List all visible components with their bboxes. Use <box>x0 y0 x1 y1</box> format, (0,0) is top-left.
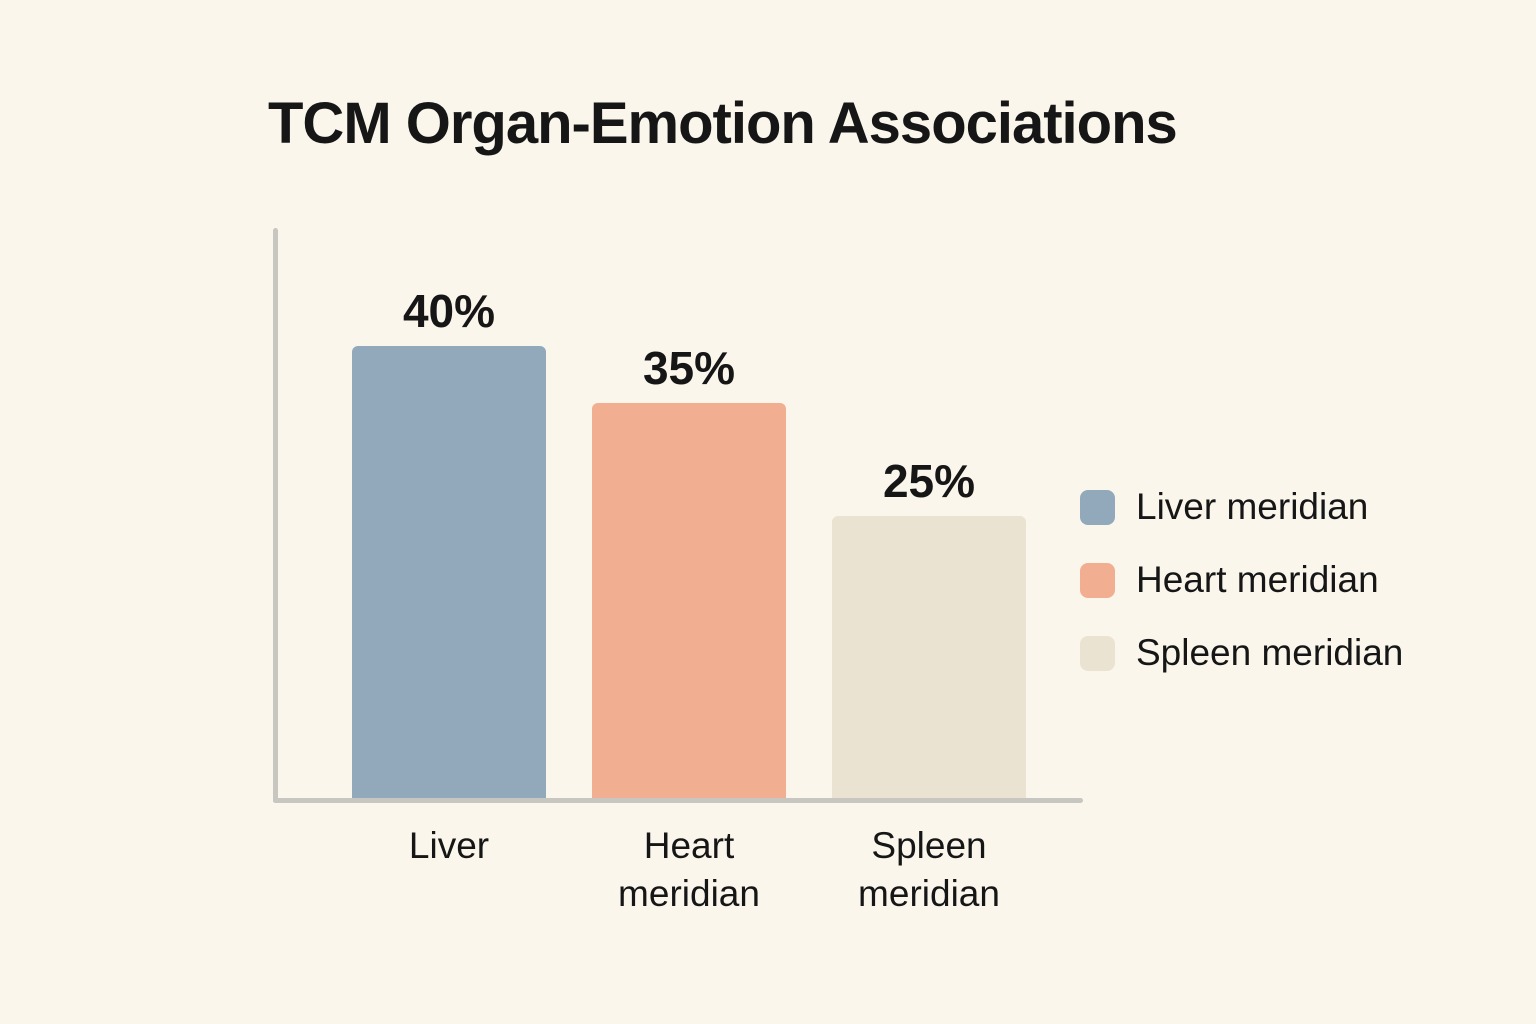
x-axis-label-spleen-meridian: Spleen meridian <box>858 825 1000 915</box>
x-axis-label-liver: Liver <box>408 825 490 866</box>
legend: Liver meridian Heart meridian Spleen merid… <box>1080 486 1403 674</box>
x-axis-line <box>273 798 1083 803</box>
bar-spleen-meridian <box>832 516 1026 800</box>
legend-swatch-icon <box>1080 562 1115 598</box>
legend-label: Liver meridian <box>1136 486 1369 527</box>
bar-liver <box>352 346 546 800</box>
legend-label: Spleen meridian <box>1136 632 1404 673</box>
bar-value-label-heart-meridian: 35% <box>642 342 736 394</box>
chart-title: TCM Organ-Emotion Associations <box>268 91 1178 156</box>
legend-row-liver-meridian: Liver meridian <box>1080 486 1403 528</box>
y-axis-line <box>273 228 278 803</box>
x-axis-label-heart-meridian: Heart meridian <box>618 825 760 915</box>
legend-swatch-icon <box>1080 635 1115 671</box>
bar-value-label-liver: 40% <box>402 285 496 337</box>
legend-row-heart-meridian: Heart meridian <box>1080 559 1403 601</box>
bar-heart-meridian <box>592 403 786 800</box>
bar-value-label-spleen-meridian: 25% <box>882 455 976 507</box>
legend-row-spleen-meridian: Spleen meridian <box>1080 632 1403 674</box>
legend-label: Heart meridian <box>1136 559 1379 600</box>
legend-swatch-icon <box>1080 489 1115 525</box>
